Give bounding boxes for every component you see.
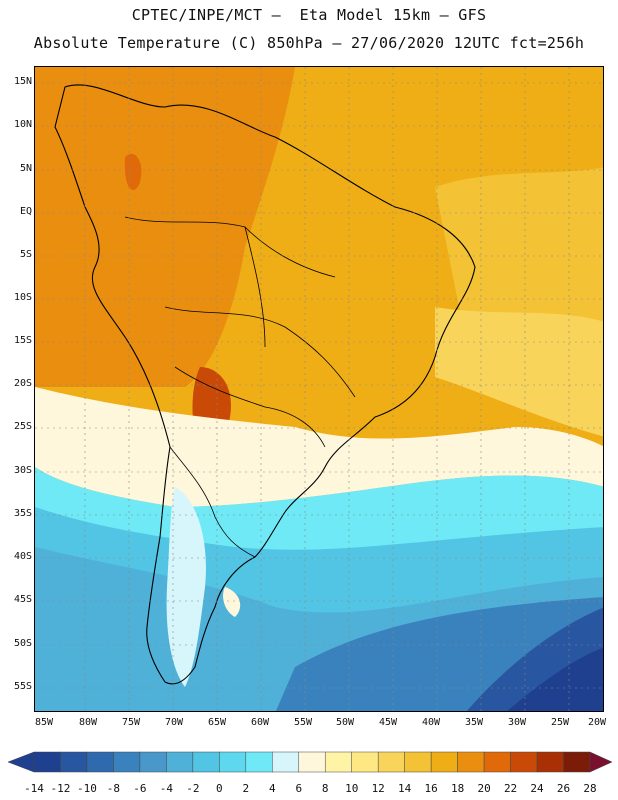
country-borders [124, 216, 356, 558]
field-cream [35, 387, 603, 507]
lon-label: 45W [378, 717, 398, 728]
colorbar-cell [245, 751, 273, 773]
colorbar-label: 20 [477, 782, 491, 795]
colorbar-cell [536, 751, 564, 773]
lon-label: 70W [164, 717, 184, 728]
lon-label: 75W [121, 717, 141, 728]
colorbar-label: 22 [503, 782, 518, 795]
lon-label: 65W [207, 717, 227, 728]
title-line-1: CPTEC/INPE/MCT – Eta Model 15km – GFS [131, 6, 487, 24]
colorbar-cell [33, 751, 61, 773]
lat-label: 35S [13, 508, 32, 519]
colorbar-cell [298, 751, 326, 773]
colorbar-arrow-high [589, 751, 613, 773]
field-orange-west [35, 67, 295, 387]
temperature-map [34, 66, 604, 712]
lat-label: 50S [13, 638, 32, 649]
colorbar-cell [113, 751, 141, 773]
lat-label: 55S [13, 681, 32, 692]
colorbar-label: 4 [268, 782, 276, 795]
colorbar-cell [377, 751, 405, 773]
colorbar-cell [86, 751, 114, 773]
lat-label: EQ [19, 206, 32, 217]
colorbar-cell [510, 751, 538, 773]
warm-spot-south [223, 587, 241, 617]
colorbar-label: 12 [371, 782, 385, 795]
colorbar [7, 751, 613, 773]
lat-label: 30S [13, 465, 32, 476]
colorbar-cell [192, 751, 220, 773]
lon-label: 35W [464, 717, 484, 728]
colorbar-cell [60, 751, 88, 773]
colorbar-cell [219, 751, 247, 773]
title-line-2: Absolute Temperature (C) 850hPa – 27/06/… [33, 34, 585, 52]
lat-label: 5N [19, 163, 32, 174]
colorbar-cell [404, 751, 432, 773]
colorbar-label: -14 [24, 782, 44, 795]
colorbar-cell [166, 751, 194, 773]
colorbar-label: 0 [216, 782, 223, 795]
lat-label: 15N [13, 76, 32, 87]
field-patagonia [166, 487, 206, 687]
colorbar-label: 8 [321, 782, 329, 795]
colorbar-label: -2 [186, 782, 200, 795]
colorbar-label: -10 [77, 782, 97, 795]
map-svg [35, 67, 603, 711]
lon-label: 85W [34, 717, 54, 728]
colorbar-label: 24 [530, 782, 544, 795]
colorbar-label: 6 [295, 782, 303, 795]
colorbar-cell [351, 751, 379, 773]
colorbar-cell [324, 751, 352, 773]
colorbar-label: -8 [106, 782, 121, 795]
lon-label: 20W [587, 717, 607, 728]
lat-label: 20S [13, 378, 32, 389]
colorbar-label: 28 [583, 782, 597, 795]
colorbar-cell [457, 751, 485, 773]
lon-label: 55W [293, 717, 313, 728]
lat-label: 5S [19, 249, 32, 260]
field-light-yellow [435, 307, 603, 437]
colorbar-label: 18 [450, 782, 465, 795]
field-navy-dark [507, 647, 603, 711]
colorbar-label: 26 [556, 782, 571, 795]
colorbar-label: -6 [133, 782, 147, 795]
lat-label: 15S [13, 335, 32, 346]
colorbar-cell [139, 751, 167, 773]
colorbar-label: 10 [345, 782, 359, 795]
lon-label: 25W [550, 717, 570, 728]
lat-label: 45S [13, 594, 32, 605]
colorbar-label: -12 [50, 782, 71, 795]
colorbar-cell [430, 751, 458, 773]
hot-spot-north [124, 153, 142, 190]
grid [35, 67, 603, 711]
continent-outline [54, 84, 476, 685]
lon-label: 30W [507, 717, 527, 728]
colorbar-cell [483, 751, 511, 773]
colorbar-label: 14 [398, 782, 412, 795]
colorbar-cell [563, 751, 591, 773]
lon-label: 40W [421, 717, 441, 728]
colorbar-cell [272, 751, 300, 773]
lat-label: 25S [13, 421, 32, 432]
colorbar-arrow-low [7, 751, 35, 773]
lat-label: 10S [13, 292, 32, 303]
colorbar-label: 16 [424, 782, 438, 795]
lon-label: 80W [78, 717, 98, 728]
lon-label: 60W [250, 717, 270, 728]
colorbar-label: -4 [159, 782, 173, 795]
lat-label: 40S [13, 551, 32, 562]
lat-label: 10N [13, 119, 32, 130]
colorbar-label: 2 [242, 782, 250, 795]
lon-label: 50W [335, 717, 355, 728]
